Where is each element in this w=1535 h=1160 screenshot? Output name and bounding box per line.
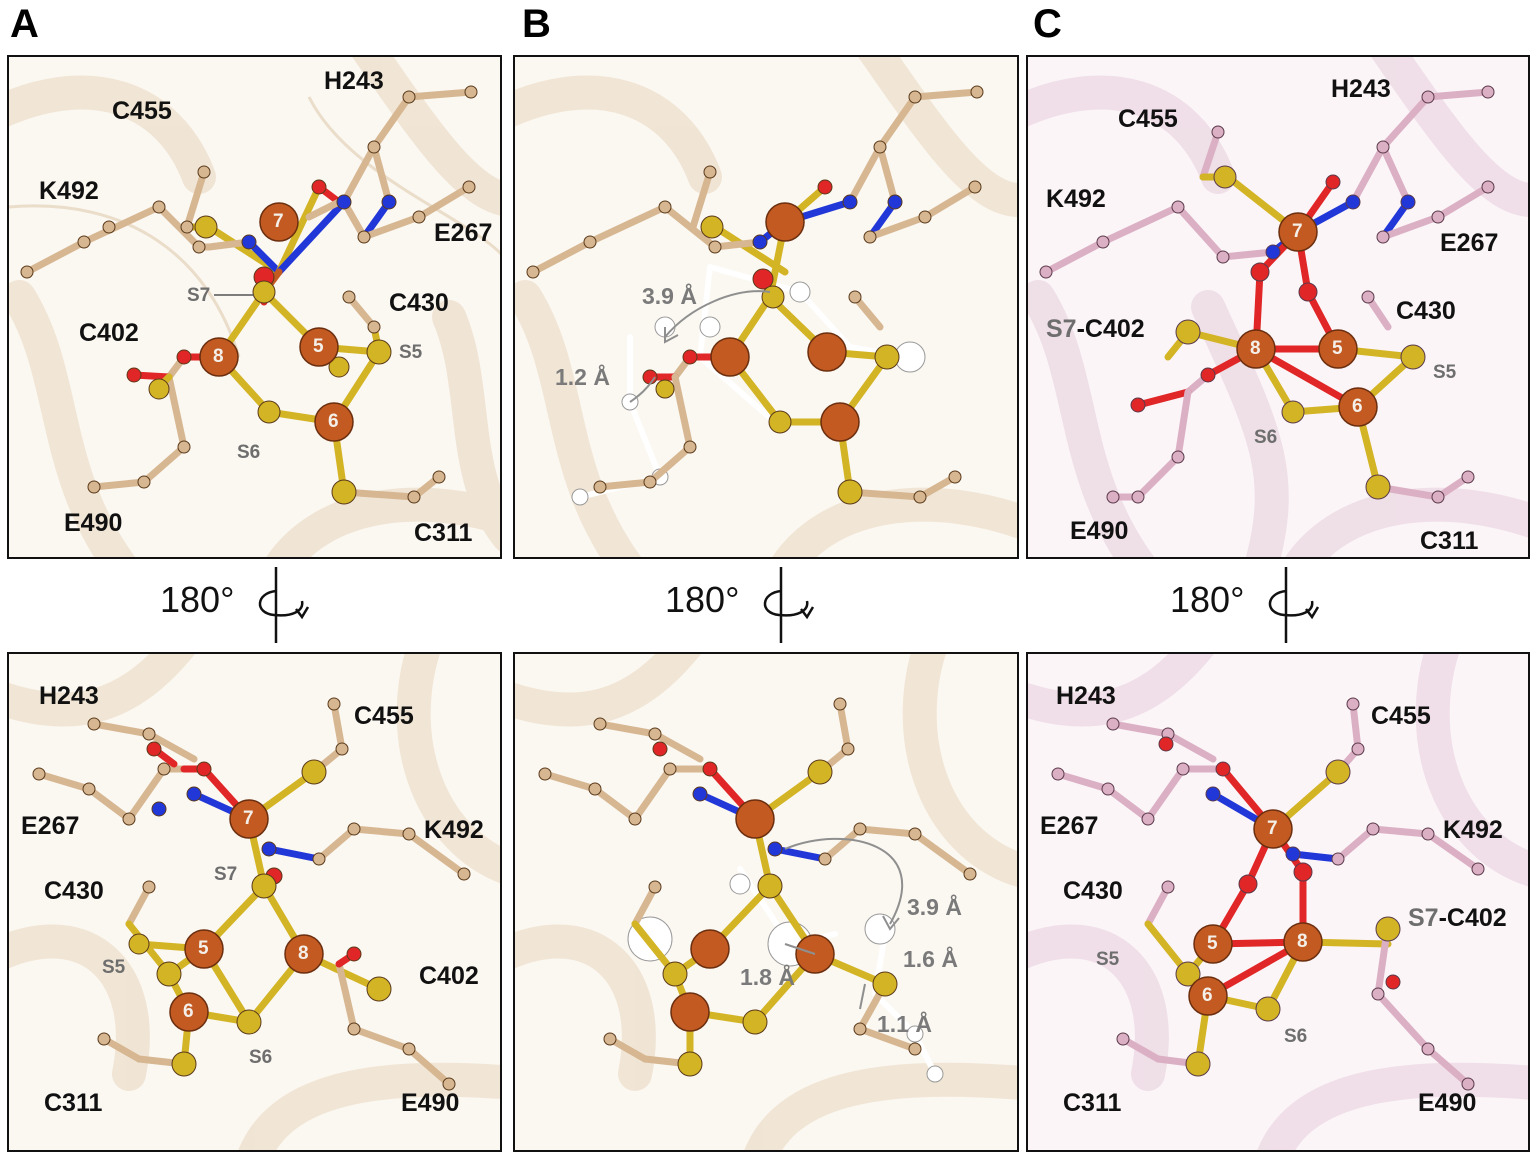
fe-number-7-bottom: 7 — [243, 808, 254, 829]
label-c311-bottom: C311 — [44, 1089, 103, 1117]
panel-b-bottom: 3.9 Å 1.6 Å 1.8 Å 1.1 Å — [513, 652, 1019, 1152]
rotation-indicator-a: 180° — [160, 565, 320, 645]
panel-c-top: H243 C455 K492 E267 C430 S7-C402 E490 C3… — [1026, 55, 1530, 559]
rotation-arrow-icon — [258, 567, 310, 643]
panel-letter-c: C — [1033, 2, 1062, 46]
label-s6-c-bottom: S6 — [1284, 1026, 1308, 1047]
label-c455-c-bottom: C455 — [1371, 702, 1431, 730]
label-c311-c-bottom: C311 — [1063, 1089, 1122, 1117]
panel-c-bottom: H243 C455 E267 K492 C430 S7-C402 C311 E4… — [1026, 652, 1530, 1152]
label-e490: E490 — [64, 509, 123, 537]
label-e267-bottom: E267 — [21, 812, 80, 840]
label-s7-c402-residue-part: -C402 — [1076, 315, 1145, 343]
label-e267-c-bottom: E267 — [1040, 812, 1099, 840]
distance-1-2-top: 1.2 Å — [555, 364, 610, 390]
fe-number-6: 6 — [328, 411, 339, 432]
panel-c-bottom-structure — [1028, 654, 1528, 1150]
label-c402-bottom: C402 — [419, 962, 479, 990]
label-e267: E267 — [434, 219, 493, 247]
fe-number-5-bottom: 5 — [198, 938, 209, 959]
label-h243: H243 — [324, 67, 384, 95]
panel-b-top: 3.9 Å 1.2 Å — [513, 55, 1019, 559]
fe-number-8-c: 8 — [1250, 338, 1261, 359]
fe-number-8-bottom: 8 — [298, 943, 309, 964]
label-c430-c-bottom: C430 — [1063, 877, 1123, 905]
fe-number-7-c-bottom: 7 — [1267, 818, 1278, 839]
label-s6-c: S6 — [1254, 427, 1278, 448]
fe-number-5-c-bottom: 5 — [1207, 933, 1218, 954]
panel-a-top-structure — [9, 57, 500, 557]
panel-letter-b: B — [522, 2, 551, 46]
label-c455-bottom: C455 — [354, 702, 414, 730]
label-s5: S5 — [399, 342, 423, 363]
distance-1-6-bottom: 1.6 Å — [903, 946, 958, 972]
label-k492-c: K492 — [1046, 185, 1106, 213]
fe-number-6-bottom: 6 — [183, 1001, 194, 1022]
label-c311: C311 — [414, 519, 473, 547]
label-c402: C402 — [79, 319, 139, 347]
label-e267-c: E267 — [1440, 229, 1499, 257]
label-s7-c402-c-bottom: S7-C402 — [1408, 904, 1507, 933]
label-c430-bottom: C430 — [44, 877, 104, 905]
label-s7-c402-bottom-residue-part: -C402 — [1438, 904, 1507, 932]
fe-number-6-c-bottom: 6 — [1202, 985, 1213, 1006]
distance-3-9-top: 3.9 Å — [642, 283, 697, 309]
label-s7-bottom: S7 — [214, 864, 238, 885]
rotation-arrow-icon — [1268, 567, 1320, 643]
rotation-label-a: 180° — [160, 579, 235, 620]
rotation-label-c: 180° — [1170, 579, 1245, 620]
panel-b-top-structure — [515, 57, 1017, 557]
label-c430-c: C430 — [1396, 297, 1456, 325]
label-e490-bottom: E490 — [401, 1089, 460, 1117]
label-s7: S7 — [187, 285, 211, 306]
label-h243-c: H243 — [1331, 75, 1391, 103]
fe-number-5: 5 — [313, 336, 324, 357]
label-k492-bottom: K492 — [424, 816, 484, 844]
fe-number-6-c: 6 — [1352, 396, 1363, 417]
label-c455: C455 — [112, 97, 172, 125]
label-e490-c-bottom: E490 — [1418, 1089, 1477, 1117]
fe-number-5-c: 5 — [1332, 338, 1343, 359]
label-s6: S6 — [237, 442, 261, 463]
fe-number-8: 8 — [213, 346, 224, 367]
fe-number-8-c-bottom: 8 — [1297, 931, 1308, 952]
rotation-indicator-c: 180° — [1170, 565, 1330, 645]
rotation-arrow-icon — [763, 567, 815, 643]
panel-b-bottom-structure — [515, 654, 1017, 1150]
distance-1-1-bottom: 1.1 Å — [877, 1011, 932, 1037]
label-s7-c402-s7-part: S7 — [1046, 315, 1077, 343]
label-c455-c: C455 — [1118, 105, 1178, 133]
panel-c-top-structure — [1028, 57, 1528, 557]
label-h243-c-bottom: H243 — [1056, 682, 1116, 710]
distance-3-9-bottom: 3.9 Å — [907, 894, 962, 920]
rotation-indicator-b: 180° — [665, 565, 825, 645]
label-s5-c-bottom: S5 — [1096, 949, 1120, 970]
label-s5-bottom: S5 — [102, 957, 126, 978]
fe-number-7-c: 7 — [1292, 221, 1303, 242]
label-c311-c: C311 — [1420, 527, 1479, 555]
distance-1-8-bottom: 1.8 Å — [740, 964, 795, 990]
label-k492: K492 — [39, 177, 99, 205]
label-s5-c: S5 — [1433, 362, 1457, 383]
label-e490-c: E490 — [1070, 517, 1129, 545]
panel-a-bottom: H243 C455 E267 K492 C430 C402 C311 E490 … — [7, 652, 502, 1152]
panel-a-bottom-structure — [9, 654, 500, 1150]
label-h243-bottom: H243 — [39, 682, 99, 710]
fe-number-7: 7 — [273, 211, 284, 232]
label-s6-bottom: S6 — [249, 1047, 273, 1068]
label-k492-c-bottom: K492 — [1443, 816, 1503, 844]
rotation-label-b: 180° — [665, 579, 740, 620]
panel-letter-a: A — [10, 2, 39, 46]
label-s7-c402-c: S7-C402 — [1046, 315, 1145, 344]
panel-a-top: H243 C455 K492 E267 C430 C402 E490 C311 … — [7, 55, 502, 559]
label-s7-c402-bottom-s7-part: S7 — [1408, 904, 1439, 932]
label-c430: C430 — [389, 289, 449, 317]
